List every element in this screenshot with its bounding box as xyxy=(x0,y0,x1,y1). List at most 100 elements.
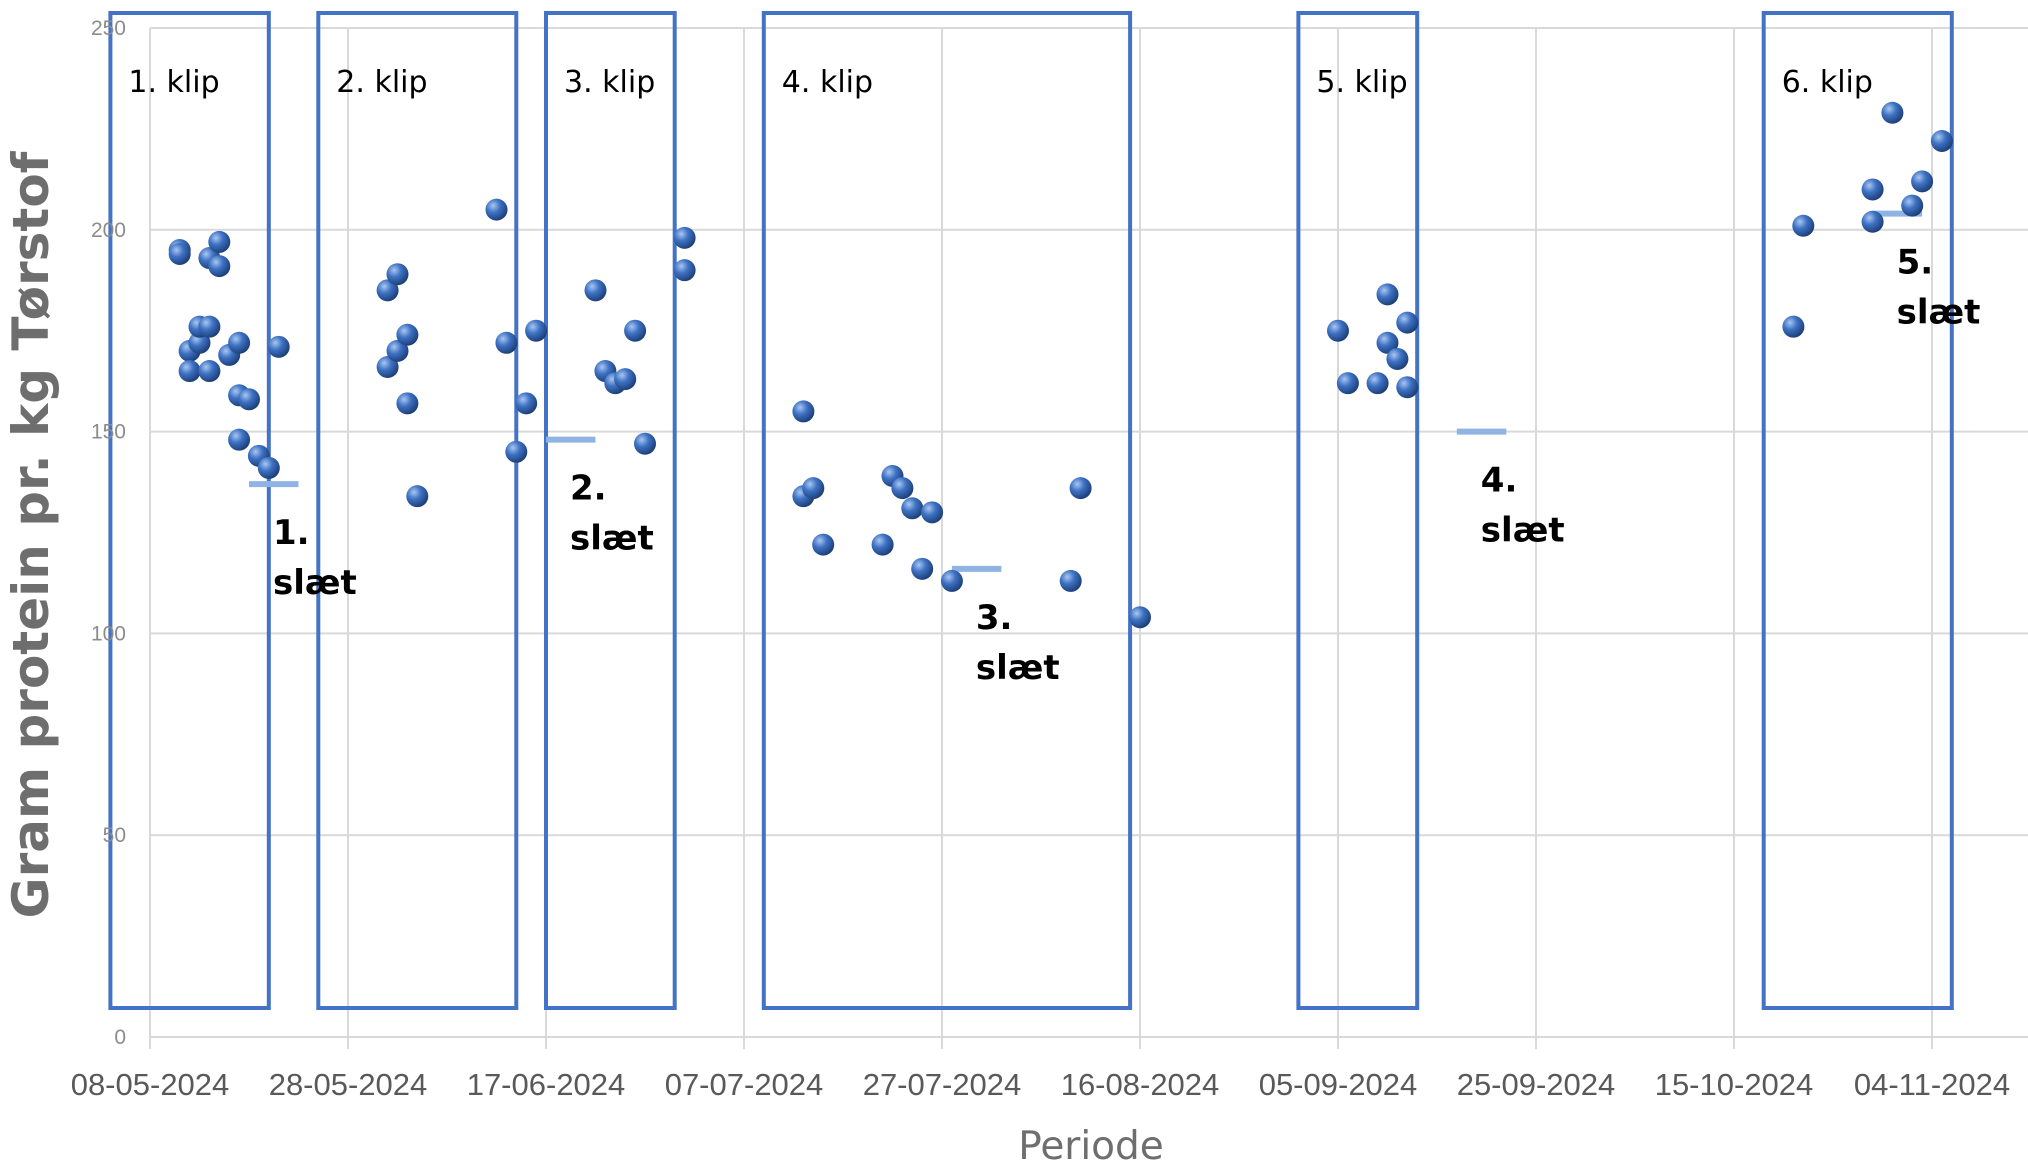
data-point xyxy=(178,360,201,383)
x-tick-label: 16-08-2024 xyxy=(1061,1067,1220,1102)
harvest-label: 2. xyxy=(570,469,607,509)
data-point xyxy=(1911,170,1934,193)
data-point xyxy=(673,259,696,282)
harvest-label: slæt xyxy=(570,519,654,559)
period-label: 6. klip xyxy=(1782,65,1873,100)
x-tick-label: 28-05-2024 xyxy=(269,1067,428,1102)
period-frame xyxy=(544,11,677,1010)
data-point xyxy=(386,263,409,286)
data-point xyxy=(624,319,647,342)
data-point xyxy=(188,331,211,354)
data-point xyxy=(1396,376,1419,399)
y-tick-label: 200 xyxy=(91,219,126,242)
period-label: 5. klip xyxy=(1316,65,1407,100)
data-point xyxy=(515,392,538,415)
data-point xyxy=(238,388,260,411)
data-point xyxy=(208,230,231,253)
period-label: 2. klip xyxy=(336,65,427,100)
y-axis-label: Gram protein pr. kg Tørstof xyxy=(2,150,60,918)
data-point xyxy=(1396,311,1419,334)
data-point xyxy=(1792,214,1815,237)
x-axis-label: Periode xyxy=(1018,1124,1164,1167)
data-point xyxy=(1129,606,1151,629)
data-point xyxy=(1930,130,1953,153)
harvest-label: slæt xyxy=(273,563,357,603)
data-point xyxy=(614,368,637,391)
data-point xyxy=(891,477,914,500)
period-frame xyxy=(108,11,271,1010)
data-point xyxy=(396,392,419,415)
data-point xyxy=(1376,283,1399,306)
data-point xyxy=(812,533,835,556)
period-label: 3. klip xyxy=(564,65,655,100)
harvest-markers: 1. slæt 2. slæt 3. slæt 4. slæt 5. slæt xyxy=(249,210,1981,688)
data-point xyxy=(495,331,518,354)
data-point xyxy=(871,533,894,556)
data-point xyxy=(673,226,696,249)
data-point xyxy=(802,477,825,500)
period-frame xyxy=(1761,11,1954,1010)
period-label: 1. klip xyxy=(128,65,219,100)
data-point xyxy=(1901,194,1924,217)
data-point xyxy=(406,485,429,508)
data-point xyxy=(505,440,528,463)
period-label: 4. klip xyxy=(782,65,873,100)
data-point xyxy=(386,339,409,362)
harvest-label: slæt xyxy=(976,648,1060,688)
period-frame xyxy=(1296,11,1420,1010)
data-point xyxy=(1376,331,1399,354)
x-tick-label: 05-09-2024 xyxy=(1259,1067,1418,1102)
data-point xyxy=(267,335,290,358)
data-points xyxy=(168,101,1953,629)
data-point xyxy=(584,279,607,302)
period-frames: 1. klip 2. klip 3. klip 4. klip 5. klip 6. kl… xyxy=(108,11,1954,1010)
data-point xyxy=(1861,210,1884,233)
data-point xyxy=(198,360,221,383)
harvest-label: 1. xyxy=(273,513,310,553)
data-point xyxy=(792,400,815,423)
data-point xyxy=(485,198,508,221)
period-frame xyxy=(316,11,519,1010)
data-point xyxy=(198,315,221,338)
data-point xyxy=(1366,372,1389,395)
data-point xyxy=(376,356,399,379)
period-frame xyxy=(761,11,1133,1010)
data-point xyxy=(525,319,548,342)
x-tick-label: 25-09-2024 xyxy=(1457,1067,1616,1102)
data-point xyxy=(1327,319,1349,342)
x-tick-label: 07-07-2024 xyxy=(665,1067,824,1102)
y-tick-label: 0 xyxy=(114,1026,126,1049)
harvest-label: 4. xyxy=(1481,461,1518,501)
data-point xyxy=(1386,347,1409,370)
data-point xyxy=(1059,569,1082,592)
x-tick-label: 15-10-2024 xyxy=(1655,1067,1814,1102)
gridlines xyxy=(149,27,2028,1049)
x-tick-label: 08-05-2024 xyxy=(71,1067,230,1102)
data-point xyxy=(901,497,924,520)
harvest-label: slæt xyxy=(1897,293,1981,333)
x-tick-label: 04-11-2024 xyxy=(1854,1067,2010,1102)
data-point xyxy=(208,255,231,278)
y-tick-label: 250 xyxy=(91,17,126,40)
y-tick-label: 100 xyxy=(91,622,126,645)
y-tick-label: 50 xyxy=(103,824,126,847)
x-tick-label: 17-06-2024 xyxy=(467,1067,626,1102)
data-point xyxy=(921,501,944,524)
data-point xyxy=(396,323,419,346)
y-tick-label: 150 xyxy=(91,421,126,444)
data-point xyxy=(168,243,191,266)
harvest-label: 5. xyxy=(1897,243,1934,283)
data-point xyxy=(911,557,934,580)
data-point xyxy=(1861,178,1884,201)
data-point xyxy=(1336,372,1359,395)
harvest-label: slæt xyxy=(1481,511,1565,551)
data-point xyxy=(940,569,963,592)
x-tick-label: 27-07-2024 xyxy=(863,1067,1022,1102)
data-point xyxy=(1782,315,1805,338)
data-point xyxy=(1881,101,1904,124)
axis-tick-labels: 0 50 100 150 200 250 08-05-2024 28-05-2024 17-06… xyxy=(71,17,2010,1102)
data-point xyxy=(228,331,251,354)
data-point xyxy=(1069,477,1092,500)
data-point xyxy=(228,428,251,451)
